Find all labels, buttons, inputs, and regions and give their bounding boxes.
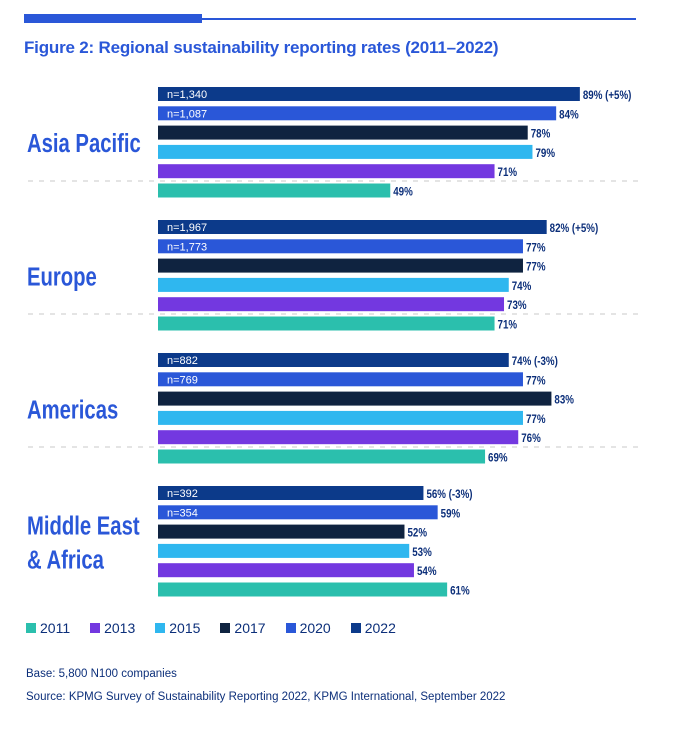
bar-2017 [158, 524, 405, 539]
legend-swatch [285, 623, 296, 633]
sample-size-label: n=1,087 [167, 108, 207, 120]
bar-2011 [158, 316, 495, 331]
bar-2015 [158, 543, 410, 558]
value-label: 73% [507, 300, 527, 313]
sample-size-label: n=1,773 [167, 241, 207, 253]
bar-2015 [158, 410, 523, 425]
header-rule-thick [24, 14, 202, 23]
value-label: 79% [535, 147, 555, 160]
bar-2020 [158, 505, 438, 520]
legend-label: 2017 [234, 620, 266, 636]
bar-2022 [158, 87, 580, 101]
header-rule-thin [202, 18, 636, 20]
value-label: 78% [531, 128, 551, 141]
value-label: 59% [441, 508, 461, 521]
value-label: 69% [488, 452, 508, 465]
value-label: 54% [417, 566, 437, 579]
value-label: 71% [498, 167, 518, 180]
legend-item-2020: 2020 [285, 620, 331, 636]
legend-swatch [155, 623, 166, 633]
bar-chart: Asia Pacific n=1,340 89% (+5%) n=1,087 84% 78… [27, 87, 642, 598]
value-label: 71% [498, 319, 518, 332]
sample-size-label: n=392 [167, 488, 198, 500]
bar-2022 [158, 220, 547, 234]
region-label: & Africa [27, 545, 105, 574]
legend-label: 2020 [299, 620, 331, 636]
legend-label: 2013 [104, 620, 136, 636]
bar-2013 [158, 164, 495, 179]
bar-2022 [158, 353, 509, 367]
region-label: Europe [27, 262, 97, 291]
value-label: 89% (+5%) [583, 89, 632, 102]
legend-swatch [220, 623, 231, 633]
sample-size-label: n=1,340 [167, 89, 207, 101]
sample-size-label: n=882 [167, 355, 198, 367]
value-label: 56% (-3%) [426, 488, 473, 501]
value-label: 52% [407, 527, 427, 540]
bar-2013 [158, 430, 519, 445]
base-note: Base: 5,800 N100 companies [26, 668, 177, 680]
legend-label: 2022 [364, 620, 396, 636]
value-label: 77% [526, 261, 546, 274]
legend-swatch [26, 623, 36, 633]
legend-item-2011: 2011 [26, 620, 70, 636]
sample-size-label: n=1,967 [167, 222, 207, 234]
bar-2020 [158, 239, 523, 254]
bar-2011 [158, 582, 448, 597]
bar-2020 [158, 106, 557, 121]
value-label: 77% [526, 242, 546, 255]
bar-2011 [158, 183, 391, 198]
legend-label: 2015 [169, 620, 201, 636]
legend-item-2015: 2015 [155, 620, 200, 636]
legend-item-2013: 2013 [90, 620, 135, 636]
value-label: 76% [521, 433, 541, 446]
bar-2017 [158, 391, 552, 406]
region-label: Americas [27, 395, 118, 424]
bar-2017 [158, 125, 528, 140]
value-label: 49% [393, 186, 413, 199]
bar-2013 [158, 563, 414, 578]
legend-swatch [350, 623, 361, 633]
legend-item-2022: 2022 [350, 620, 396, 636]
bar-2013 [158, 297, 505, 312]
legend: 2011 2013 2015 2017 2020 2022 [26, 620, 416, 636]
legend-label: 2011 [40, 620, 71, 636]
legend-item-2017: 2017 [220, 620, 266, 636]
value-label: 61% [450, 585, 470, 598]
sample-size-label: n=354 [167, 507, 198, 519]
legend-swatch [90, 623, 101, 633]
value-label: 53% [412, 546, 432, 559]
bar-2011 [158, 449, 486, 464]
value-label: 77% [526, 413, 546, 426]
value-label: 84% [559, 109, 579, 122]
bar-2015 [158, 277, 509, 292]
value-label: 74% [512, 280, 532, 293]
value-label: 82% (+5%) [550, 222, 599, 235]
bar-2015 [158, 144, 533, 159]
bar-2020 [158, 372, 523, 387]
bar-2022 [158, 486, 424, 500]
value-label: 77% [526, 375, 546, 388]
figure-title: Figure 2: Regional sustainability report… [24, 38, 499, 57]
value-label: 74% (-3%) [512, 355, 559, 368]
sample-size-label: n=769 [167, 374, 198, 386]
region-label: Asia Pacific [27, 129, 141, 158]
value-label: 83% [554, 394, 574, 407]
source-note: Source: KPMG Survey of Sustainability Re… [26, 691, 506, 703]
bar-2017 [158, 258, 523, 273]
region-label: Middle East [27, 511, 140, 540]
